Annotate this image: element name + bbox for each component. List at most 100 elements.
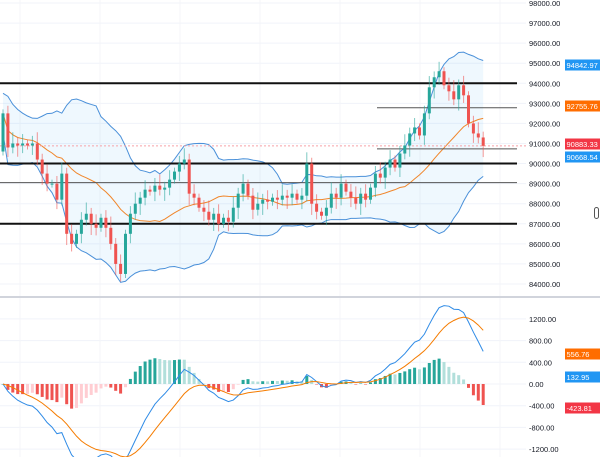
candle-body [241, 183, 245, 194]
candle-body [236, 193, 240, 208]
macd-histogram-tag-bg [565, 402, 600, 414]
macd-histogram-bar [349, 382, 353, 384]
candle-body [65, 173, 69, 234]
candle-body [339, 183, 343, 198]
macd-histogram-bar [30, 384, 34, 393]
candle-body [413, 127, 417, 134]
candle-body [6, 113, 10, 148]
price-axis-tick: 88000.00 [529, 200, 560, 209]
macd-histogram-bar [119, 384, 123, 394]
macd-histogram-bar [467, 384, 470, 388]
candle-body [344, 183, 348, 192]
macd-axis-tick: -800.00 [529, 423, 554, 432]
candle-body [173, 171, 176, 180]
bollinger-band-fill [3, 52, 484, 283]
macd-histogram-bar [148, 359, 152, 384]
candle-body [471, 123, 475, 134]
candle-body [310, 163, 314, 204]
candle-body [60, 173, 64, 200]
candle-body [457, 85, 461, 100]
macd-histogram-bar [26, 384, 29, 394]
macd-histogram-bar [280, 380, 284, 384]
candle-body [182, 159, 186, 164]
bollinger-lower-tag: 90668.54 [567, 153, 598, 162]
macd-histogram-bar [315, 384, 319, 385]
macd-axis-tick: -1200.00 [529, 445, 559, 454]
macd-histogram-bar [329, 384, 333, 386]
macd-line [2, 305, 484, 457]
candle-body [153, 185, 157, 192]
candle-body [359, 193, 363, 204]
candle-body [373, 173, 377, 188]
macd-histogram-bar [226, 384, 230, 393]
macd-histogram-bar [192, 372, 196, 384]
candle-body [84, 213, 88, 220]
candle-body [324, 207, 328, 216]
macd-histogram-bar [173, 360, 176, 384]
candle-body [442, 71, 446, 86]
candle-body [271, 197, 274, 202]
candle-body [437, 71, 441, 78]
candle-body [119, 263, 123, 274]
macd-histogram-bar [99, 384, 103, 389]
macd-histogram-bar [324, 384, 328, 388]
macd-histogram-bar [378, 378, 382, 384]
macd-histogram-bar [197, 378, 201, 384]
candle-body [422, 113, 426, 136]
candle-body [467, 95, 470, 124]
candle-body [447, 85, 451, 92]
candle-body [295, 193, 299, 200]
candle-body [280, 195, 284, 200]
macd-signal-line [2, 316, 484, 457]
macd-histogram-bar [471, 384, 475, 396]
macd-histogram-bar [354, 384, 358, 385]
price-axis-tick: 95000.00 [529, 59, 560, 68]
macd-histogram-bar [418, 369, 421, 384]
candle-body [124, 233, 127, 274]
macd-histogram-bar [35, 384, 39, 395]
candle-body [21, 143, 25, 146]
candle-body [30, 143, 34, 146]
macd-histogram-bar [383, 375, 387, 384]
macd-histogram-bar [447, 366, 451, 384]
candle-body [16, 143, 20, 146]
candle-body [383, 167, 387, 178]
macd-histogram-bar [94, 384, 98, 393]
last-price-tag: 90883.33 [567, 140, 598, 149]
macd-histogram-bar [55, 384, 59, 403]
macd-histogram-bar [222, 384, 225, 392]
candle-body [231, 207, 235, 222]
price-axis-tick: 87000.00 [529, 220, 560, 229]
candle-body [212, 213, 216, 220]
price-axis-tick: 93000.00 [529, 99, 560, 108]
macd-axis-tick: -400.00 [529, 402, 554, 411]
macd-histogram-bar [158, 358, 162, 384]
candle-body [261, 199, 265, 204]
macd-histogram-bar [133, 371, 137, 384]
macd-histogram-bar [305, 375, 309, 384]
macd-histogram-bar [251, 381, 255, 384]
candle-body [202, 207, 206, 212]
candle-body [378, 173, 382, 178]
candle-body [45, 173, 49, 184]
candle-body [187, 159, 191, 194]
macd-histogram-bar [168, 360, 172, 384]
macd-histogram-bar [21, 384, 25, 395]
scale-drag-handle-icon[interactable] [594, 207, 599, 219]
candle-body [398, 153, 402, 168]
candle-body [290, 193, 294, 198]
candle-body [305, 163, 309, 196]
macd-signal-tag: 556.76 [567, 350, 590, 359]
macd-histogram-bar [266, 381, 270, 384]
macd-histogram-bar [60, 384, 64, 398]
candle-body [1, 113, 5, 152]
macd-histogram-bar [236, 384, 240, 385]
candle-body [408, 133, 412, 146]
macd-histogram-bar [45, 384, 49, 400]
candle-body [388, 159, 392, 168]
macd-histogram-bar [138, 366, 142, 384]
macd-histogram-bar [177, 359, 181, 384]
candle-body [329, 193, 333, 208]
macd-histogram-bar [84, 384, 88, 398]
